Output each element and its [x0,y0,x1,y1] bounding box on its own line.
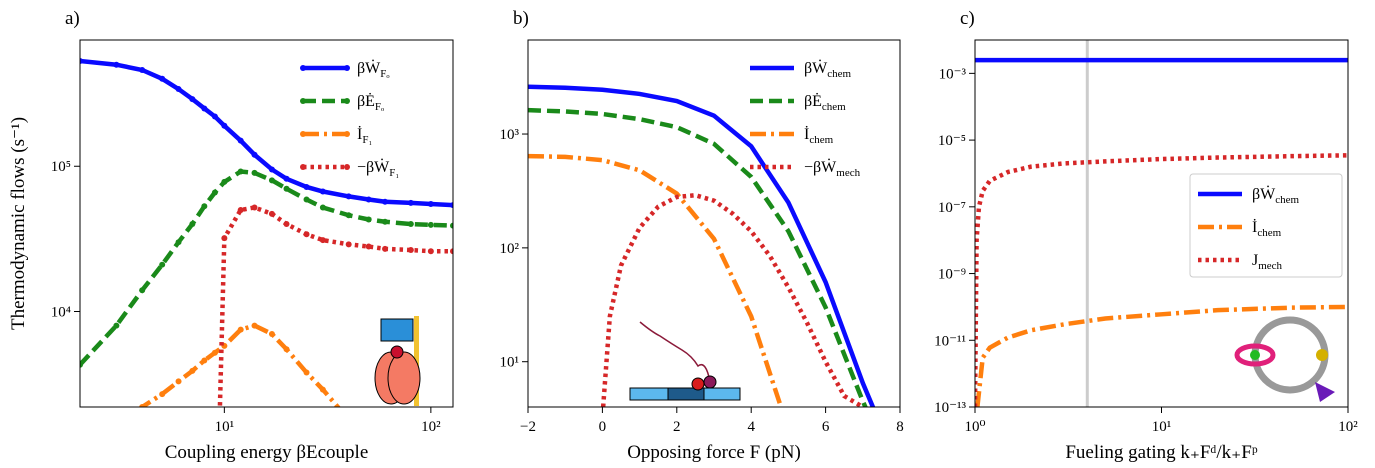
legend-label: Jmech [1252,252,1283,272]
legend-box [1189,173,1343,278]
x-tick-label: 6 [822,419,830,435]
series-line [113,322,372,407]
x-tick-label: 10¹ [1152,419,1172,435]
x-tick-label: 10² [421,419,441,435]
plot-area [528,84,876,407]
x-axis-label: Coupling energy βEcouple [165,442,369,463]
axes-frame [974,39,1349,408]
x-axis-label: Opposing force F (pN) [627,442,801,463]
legend-label: βĖFₒ [357,92,384,113]
x-tick-label: 0 [599,419,607,435]
legend-label: βĖchem [804,92,846,113]
x-tick-label: 2 [673,419,681,435]
legend-label: İF₁ [357,125,372,146]
panel-label: c) [960,8,975,29]
y-tick-label: 10⁻⁹ [938,267,966,283]
panel: b) Opposing force F (pN) −2 0 2 4 6 8 10¹ 10² 10³ β… [500,8,904,463]
plot-area [80,58,453,407]
x-tick-label: −2 [520,419,536,435]
series-line [528,107,868,407]
y-tick-label: 10⁻¹¹ [934,333,966,349]
series-line [528,153,784,407]
legend: βẆFₒ βĖFₒ İF₁ −βẆF₁ [300,59,399,179]
legend-label: İchem [1252,218,1282,239]
rotaxane-icon [1234,316,1335,402]
y-tick-label: 10⁻⁵ [938,133,966,149]
x-tick-label: 4 [747,419,755,435]
legend-label: −βẆF₁ [357,158,399,179]
legend-label: İchem [804,125,834,146]
panel: c) Fueling gating k₊Fᵈ/k₊Fᵖ 10⁰ 10¹ 10² 10⁻¹³… [934,8,1358,463]
motor-icon [374,316,421,406]
x-tick-label: 10² [1338,419,1358,435]
y-tick-label: 10³ [500,127,520,143]
series-line [528,84,876,407]
panel-label: b) [513,8,529,29]
y-tick-label: 10⁴ [51,304,71,320]
series-line [80,58,453,209]
legend-label: βẆchem [804,59,852,80]
axes-frame [527,39,901,408]
axes-frame [79,39,454,408]
plot-area [975,40,1348,407]
x-tick-label: 8 [896,419,904,435]
y-tick-label: 10¹ [500,355,520,371]
legend: βẆchem İchem Jmech [1189,173,1343,278]
legend-label: βẆchem [1252,185,1300,206]
panel: a) Coupling energy βEcouple Thermodynamic … [8,8,454,463]
legend: βẆchem βĖchem İchem −βẆmech [750,59,861,179]
y-tick-label: 10⁻¹³ [934,400,966,416]
kinesin-icon [629,321,741,401]
y-axis-label: Thermodynamic flows (s⁻¹) [8,117,29,330]
y-tick-label: 10⁵ [51,159,71,175]
legend-label: −βẆmech [804,158,861,179]
legend-label: βẆFₒ [357,59,390,80]
y-tick-label: 10² [500,241,520,257]
x-axis-label: Fueling gating k₊Fᵈ/k₊Fᵖ [1065,442,1257,463]
x-tick-label: 10⁰ [964,419,985,435]
series-line [975,304,1348,407]
panel-label: a) [65,8,80,29]
y-tick-label: 10⁻³ [939,66,967,82]
x-tick-label: 10¹ [215,419,235,435]
y-tick-label: 10⁻⁷ [938,200,966,216]
series-line [975,153,1348,407]
